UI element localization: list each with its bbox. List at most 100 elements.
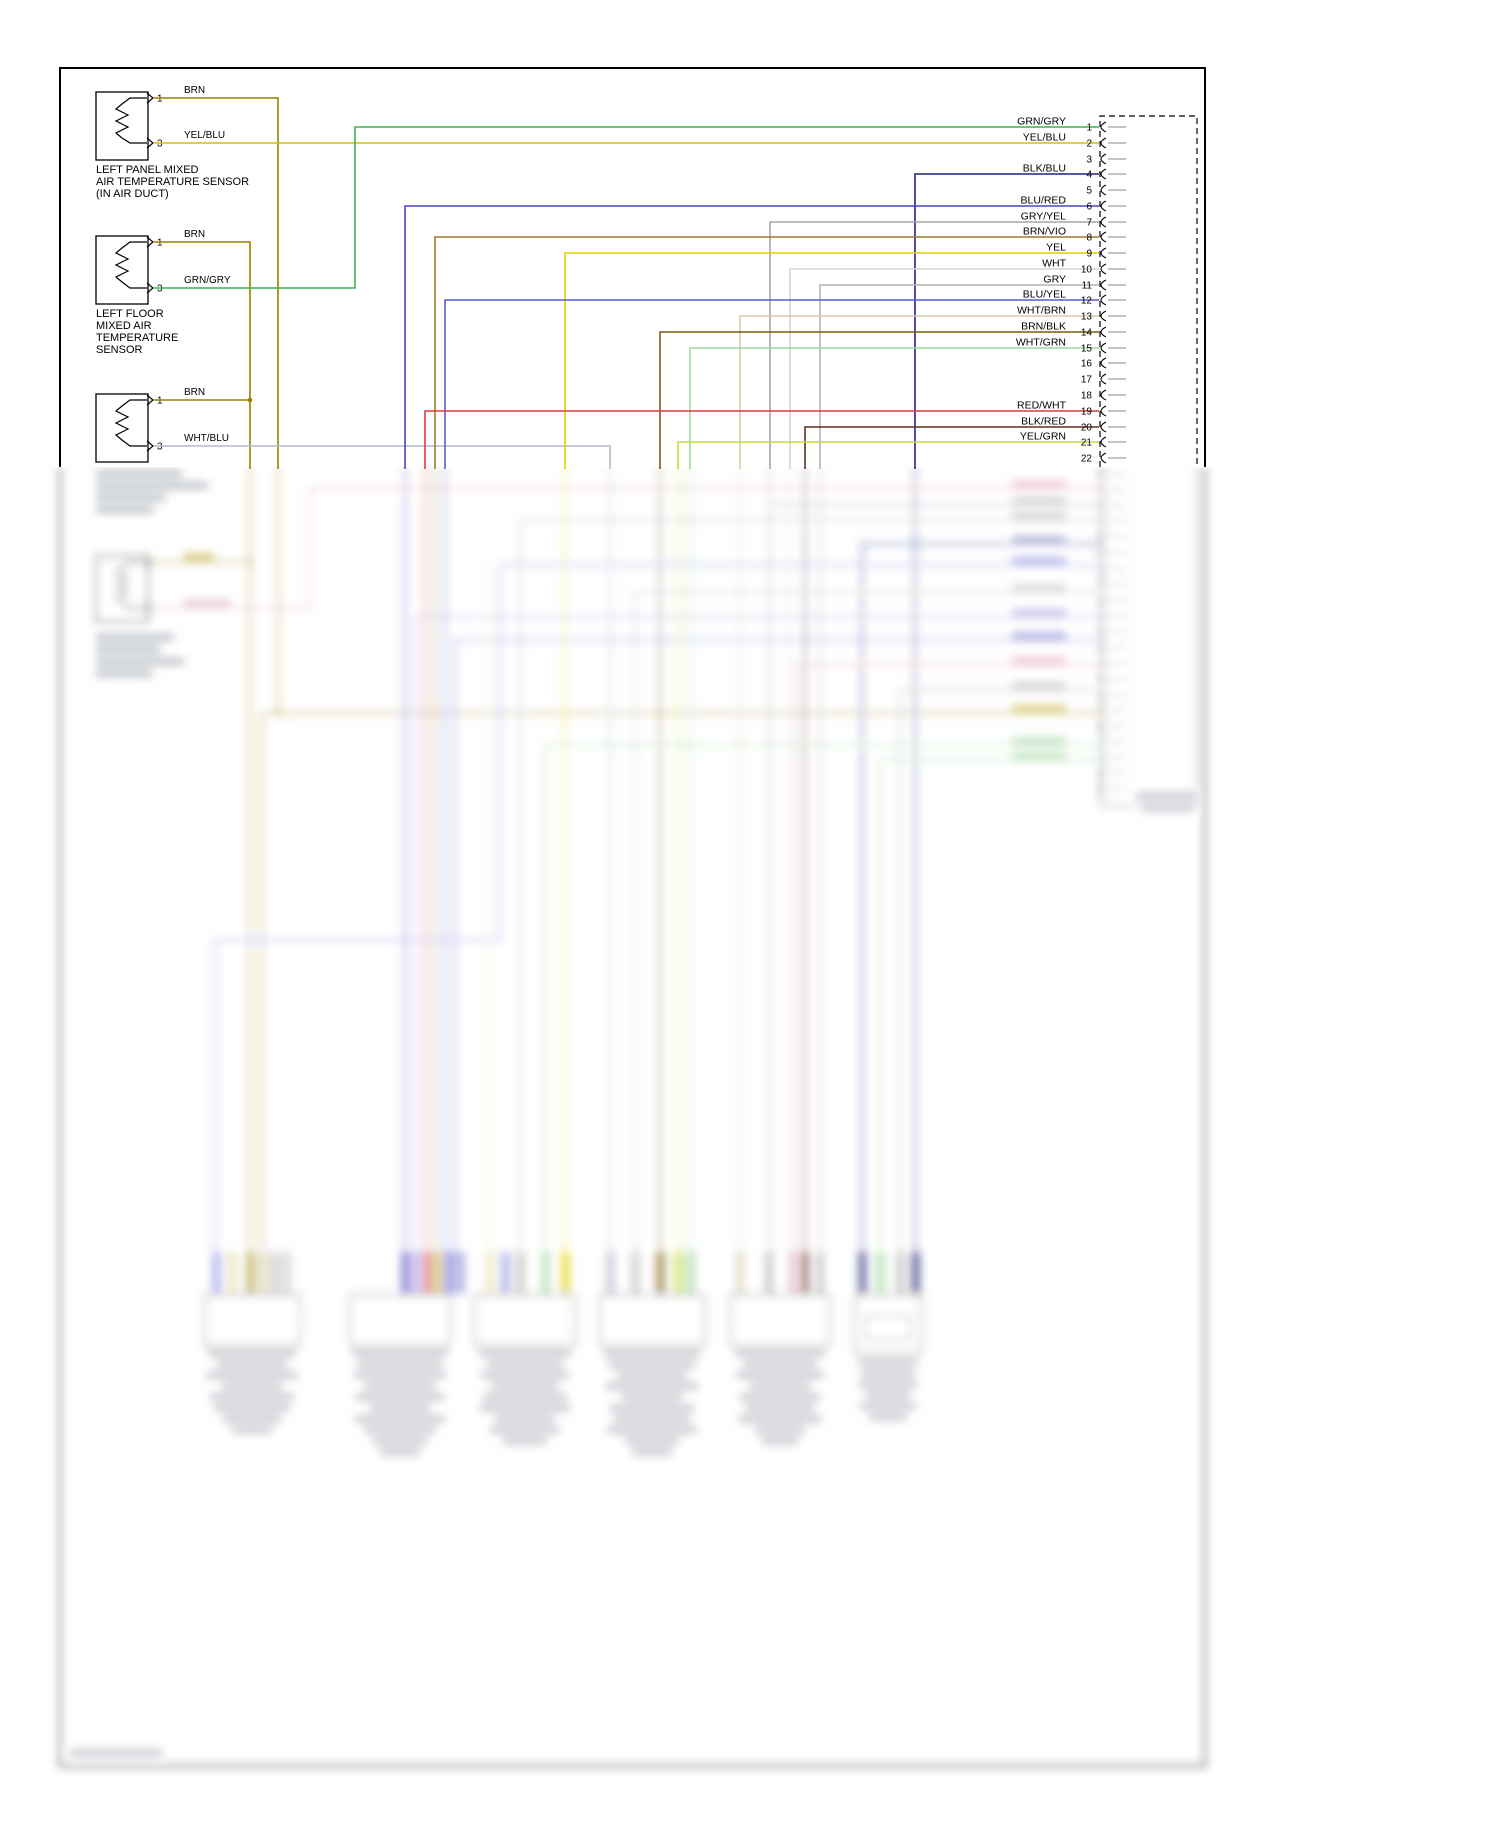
- wire-sensor4-pink: [154, 487, 1099, 609]
- wire-pin13-wht-brn: [739, 315, 1099, 469]
- pin-9-wire-label: YEL: [1046, 242, 1066, 254]
- wire-pin9-yel: [564, 252, 1099, 469]
- module-4: [599, 1252, 706, 1456]
- sensor-3-box: [95, 393, 149, 463]
- sensor-1-box: [95, 91, 149, 161]
- module-6: [854, 1252, 922, 1421]
- connector-dashed-box: [1099, 115, 1198, 467]
- connector-dashed-box-lower: [1099, 467, 1198, 807]
- pin-5-number: 5: [1086, 186, 1092, 197]
- sensor-2-label-line4: SENSOR: [96, 344, 143, 356]
- connector-name-blurred: [1142, 804, 1194, 812]
- pin-20-number: 20: [1081, 423, 1093, 434]
- sensor-1-label-line1: LEFT PANEL MIXED: [96, 164, 199, 176]
- wire-pin14-brn-blk: [659, 331, 1099, 469]
- pin-11-number: 11: [1082, 281, 1093, 292]
- pin-7-wire-label: GRY/YEL: [1021, 211, 1066, 223]
- wire-pin10-wht: [789, 268, 1099, 469]
- sensor-2-pin-1-number: 1: [157, 238, 163, 249]
- wire-sensor1-brn: [154, 97, 279, 469]
- sensor-4-box: [95, 555, 149, 623]
- pin-15-wire-label: WHT/GRN: [1016, 337, 1066, 349]
- wire-pin20-blk-red: [804, 426, 1099, 469]
- module-1: [204, 1252, 301, 1434]
- sensor-3-pin-1-number: 1: [157, 396, 163, 407]
- pin-17-number: 17: [1081, 375, 1093, 386]
- pin-7-number: 7: [1086, 218, 1092, 229]
- wire-pin15-wht-grn: [689, 347, 1099, 469]
- pin-8-wire-label: BRN/VIO: [1023, 226, 1066, 238]
- blurred-region: [59, 467, 1206, 1767]
- pin-3-number: 3: [1086, 155, 1092, 166]
- sensor-2-wire-top-label: BRN: [184, 229, 205, 240]
- wire-pin4-blk-blu: [914, 173, 1099, 469]
- junction-dot: [247, 397, 253, 403]
- wire-row: [519, 519, 1099, 1255]
- sensor-1-pin-3-number: 3: [157, 139, 163, 150]
- pin-6-number: 6: [1086, 202, 1092, 213]
- pin-10-number: 10: [1081, 265, 1093, 276]
- sensor-1-wire-top-label: BRN: [184, 85, 205, 96]
- pin-8-number: 8: [1086, 233, 1092, 244]
- wire-row: [454, 639, 1099, 1255]
- pin-12-number: 12: [1081, 296, 1093, 307]
- footer-text-blurred: [70, 1749, 162, 1757]
- sensor-1: 1 3 BRN YEL/BLU LEFT PANEL MIXED AIR TEM…: [95, 85, 249, 200]
- sensor-2-box: [95, 235, 149, 305]
- pin-11-wire-label: GRY: [1043, 274, 1066, 286]
- junction-dot: [247, 559, 253, 565]
- pin-15-number: 15: [1081, 344, 1093, 355]
- pin-6-wire-label: BLU/RED: [1020, 195, 1066, 207]
- diagram-border-lower: [59, 467, 1206, 1767]
- pin-20-wire-label: BLK/RED: [1021, 416, 1066, 428]
- pin-16-number: 16: [1081, 359, 1093, 370]
- wires-sharp: [154, 97, 1099, 469]
- connector-pin-arcs: [1100, 121, 1107, 464]
- sensor-3-pin-arrows: [146, 394, 154, 452]
- sensor-4-wire-label-blob: [184, 599, 230, 607]
- pin-14-number: 14: [1081, 328, 1093, 339]
- bottom-modules-blurred: [204, 1252, 922, 1456]
- sensor-1-wire-bottom-label: YEL/BLU: [184, 130, 225, 141]
- sensor-1-label-line3: (IN AIR DUCT): [96, 188, 169, 200]
- wire-pin21-yel-grn: [677, 441, 1099, 469]
- pin-1-number: 1: [1086, 123, 1092, 134]
- module-5: [729, 1252, 831, 1445]
- pin-12-wire-label: BLU/YEL: [1023, 289, 1066, 301]
- connector: GRN/GRY 1 YEL/BLU 2 3 BLK/BLU 4 5 BLU/RE…: [1016, 115, 1198, 467]
- wire-pin8-brn-vio: [434, 236, 1099, 469]
- sensor-4-leads: [121, 561, 147, 609]
- module-3: [474, 1252, 576, 1445]
- sensor-3: 1 3 BRN WHT/BLU: [95, 387, 229, 463]
- sensor-1-pin-1-number: 1: [157, 94, 163, 105]
- sensor-4-pin-arrows: [146, 556, 154, 614]
- pin-19-wire-label: RED/WHT: [1017, 400, 1067, 412]
- sensor-2-label-line3: TEMPERATURE: [96, 332, 178, 344]
- pin-4-wire-label: BLK/BLU: [1023, 163, 1066, 175]
- sensor-4-wire-label-blob: [184, 553, 214, 561]
- wire-pin12-blu-yel: [444, 299, 1099, 469]
- connector-name-blurred: [1136, 792, 1196, 800]
- sensor-4-blurred: [95, 553, 230, 677]
- connector-pin-arcs-lower: [1100, 468, 1107, 795]
- module-2: [349, 1252, 465, 1456]
- wire-pin7-gry-yel: [769, 221, 1099, 469]
- pin-22-number: 22: [1081, 454, 1093, 465]
- junction-dot: [275, 710, 281, 716]
- wire-pin6-blu-red: [404, 205, 1099, 469]
- wire-pin11-gry: [819, 284, 1099, 469]
- pin-14-wire-label: BRN/BLK: [1021, 321, 1066, 333]
- connector-wire-label-blobs: [1012, 480, 1066, 761]
- sensor-2-leads: [121, 241, 147, 289]
- sensor-1-leads: [121, 97, 147, 144]
- pin-13-wire-label: WHT/BRN: [1017, 305, 1066, 317]
- wire-sensor2-grn-gry: [154, 126, 1099, 289]
- sensor-3-pin-3-number: 3: [157, 442, 163, 453]
- pin-19-number: 19: [1081, 407, 1093, 418]
- wire-pin19-red-wht: [424, 410, 1099, 469]
- pin-21-number: 21: [1081, 438, 1093, 449]
- pin-18-number: 18: [1081, 391, 1093, 402]
- wire-row: [414, 616, 1099, 1255]
